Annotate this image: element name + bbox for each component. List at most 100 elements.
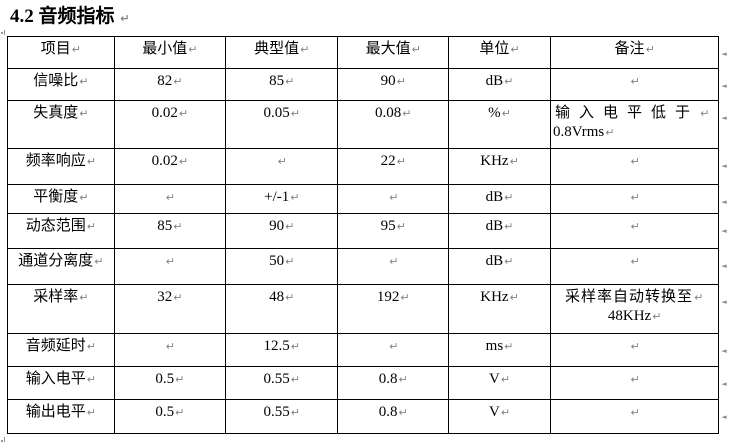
cell-typical: +/-1↵ xyxy=(225,184,339,214)
cell-max: 192↵ xyxy=(337,284,449,334)
paragraph-mark-icon: ↵ xyxy=(175,373,185,386)
column-header-note: 备注↵ xyxy=(550,36,720,69)
row-end-mark-icon: ◄ xyxy=(721,113,727,122)
paragraph-mark-icon: ↵ xyxy=(700,107,719,120)
column-header-min: 最小值↵ xyxy=(113,36,227,69)
row-end-mark-icon: ◄ xyxy=(721,379,727,388)
cell-max: 95↵ xyxy=(337,213,449,249)
paragraph-mark-icon: ↵ xyxy=(173,75,183,88)
paragraph-mark-icon: ↵ xyxy=(188,43,198,56)
paragraph-mark-icon: ↵ xyxy=(402,107,412,120)
row-end-mark: ◄ xyxy=(719,101,734,149)
cell-note: ↵ xyxy=(550,148,720,185)
cell-unit: dB↵ xyxy=(447,68,552,101)
paragraph-mark-icon: ↵ xyxy=(178,155,189,168)
cell-unit: V↵ xyxy=(447,399,552,434)
row-label: 采样率↵ xyxy=(7,284,115,334)
cell-max: 0.8↵ xyxy=(337,366,449,400)
paragraph-mark-icon: ↵ xyxy=(120,12,130,25)
paragraph-mark-icon: ↵ xyxy=(285,255,295,268)
cell-max: 0.08↵ xyxy=(337,100,449,149)
paragraph-mark-icon: ↵ xyxy=(165,255,175,268)
margin-artifact-dot-bottom xyxy=(1,440,3,442)
row-end-mark-icon: ◄ xyxy=(721,297,727,306)
table-row-snr: 信噪比↵ 82↵ 85↵ 90↵ dB↵ ↵ ◄ xyxy=(7,68,734,101)
paragraph-mark-icon: ↵ xyxy=(94,255,104,268)
paragraph-mark-icon: ↵ xyxy=(173,220,183,233)
paragraph-mark-icon: ↵ xyxy=(300,43,310,56)
cell-typical: 12.5↵ xyxy=(225,333,339,367)
paragraph-mark-icon: ↵ xyxy=(605,126,615,139)
row-end-mark: ◄ xyxy=(719,185,734,214)
cell-note: ↵ xyxy=(550,399,720,434)
cell-min: ↵ xyxy=(113,333,227,367)
paragraph-mark-icon: ↵ xyxy=(630,220,640,233)
cell-typical: 90↵ xyxy=(225,213,339,249)
column-header-typical: 典型值↵ xyxy=(225,36,339,69)
paragraph-mark-icon: ↵ xyxy=(178,107,189,120)
paragraph-mark-icon: ↵ xyxy=(630,255,640,268)
cell-min: 85↵ xyxy=(113,213,227,249)
paragraph-mark-icon: ↵ xyxy=(79,191,89,204)
row-label: 输入电平↵ xyxy=(7,366,115,400)
row-end-mark-icon: ◄ xyxy=(721,49,727,58)
cell-min: 32↵ xyxy=(113,284,227,334)
table-row-channel-separation: 通道分离度↵ ↵ 50↵ ↵ dB↵ ↵ ◄ xyxy=(7,248,734,285)
paragraph-mark-icon: ↵ xyxy=(290,340,301,353)
paragraph-mark-icon: ↵ xyxy=(504,340,514,353)
paragraph-mark-icon: ↵ xyxy=(71,43,81,56)
cell-max: ↵ xyxy=(337,248,449,285)
cell-note: ↵ xyxy=(550,366,720,400)
row-label: 失真度↵ xyxy=(7,100,115,149)
paragraph-mark-icon: ↵ xyxy=(630,155,640,168)
cell-unit: dB↵ xyxy=(447,213,552,249)
cell-unit: %↵ xyxy=(447,100,552,149)
cell-typical: 48↵ xyxy=(225,284,339,334)
paragraph-mark-icon: ↵ xyxy=(400,291,410,304)
cell-max: ↵ xyxy=(337,184,449,214)
note-line-1: 输入电平低于↵ xyxy=(555,105,719,121)
paragraph-mark-icon: ↵ xyxy=(630,406,640,419)
cell-typical: 85↵ xyxy=(225,68,339,101)
paragraph-mark-icon: ↵ xyxy=(630,75,640,88)
paragraph-mark-icon: ↵ xyxy=(630,191,640,204)
paragraph-mark-icon: ↵ xyxy=(645,43,655,56)
paragraph-mark-icon: ↵ xyxy=(504,255,514,268)
row-end-mark: ◄ xyxy=(719,249,734,285)
cell-note: ↵ xyxy=(550,248,720,285)
table-row-sample-rate: 采样率↵ 32↵ 48↵ 192↵ KHz↵ 采样率自动转换至↵ 48KHz↵ … xyxy=(7,284,734,334)
margin-artifact-dot-top xyxy=(1,32,3,34)
cell-note: ↵ xyxy=(550,184,720,214)
row-label: 平衡度↵ xyxy=(7,184,115,214)
paragraph-mark-icon: ↵ xyxy=(652,310,662,323)
cell-max: ↵ xyxy=(337,333,449,367)
cell-typical: 0.05↵ xyxy=(225,100,339,149)
cell-note: 输入电平低于↵ 0.8Vrms↵ xyxy=(550,100,720,149)
section-heading: 4.2 音频指标 ↵ xyxy=(10,4,129,30)
table-row-balance: 平衡度↵ ↵ +/-1↵ ↵ dB↵ ↵ ◄ xyxy=(7,184,734,214)
paragraph-mark-icon: ↵ xyxy=(86,406,96,419)
table-row-distortion: 失真度↵ 0.02↵ 0.05↵ 0.08↵ %↵ 输入电平低于↵ 0.8Vrm… xyxy=(7,100,734,149)
cell-unit: V↵ xyxy=(447,366,552,400)
paragraph-mark-icon: ↵ xyxy=(396,155,406,168)
row-end-mark: ◄ xyxy=(719,367,734,400)
cell-min: ↵ xyxy=(113,248,227,285)
paragraph-mark-icon: ↵ xyxy=(277,155,287,168)
paragraph-mark-icon: ↵ xyxy=(86,340,96,353)
paragraph-mark-icon: ↵ xyxy=(285,291,295,304)
row-label: 输出电平↵ xyxy=(7,399,115,434)
paragraph-mark-icon: ↵ xyxy=(396,75,406,88)
row-end-mark-icon: ◄ xyxy=(721,346,727,355)
table-row-dynamic-range: 动态范围↵ 85↵ 90↵ 95↵ dB↵ ↵ ◄ xyxy=(7,213,734,249)
paragraph-mark-icon: ↵ xyxy=(79,107,89,120)
cell-note: 采样率自动转换至↵ 48KHz↵ xyxy=(550,284,720,334)
paragraph-mark-icon: ↵ xyxy=(290,107,301,120)
paragraph-mark-icon: ↵ xyxy=(173,291,183,304)
paragraph-mark-icon: ↵ xyxy=(79,291,89,304)
paragraph-mark-icon: ↵ xyxy=(509,155,519,168)
column-header-unit: 单位↵ xyxy=(447,36,552,69)
cell-min: 0.02↵ xyxy=(113,148,227,185)
cell-unit: dB↵ xyxy=(447,184,552,214)
paragraph-mark-icon: ↵ xyxy=(500,406,511,419)
paragraph-mark-icon: ↵ xyxy=(86,155,96,168)
